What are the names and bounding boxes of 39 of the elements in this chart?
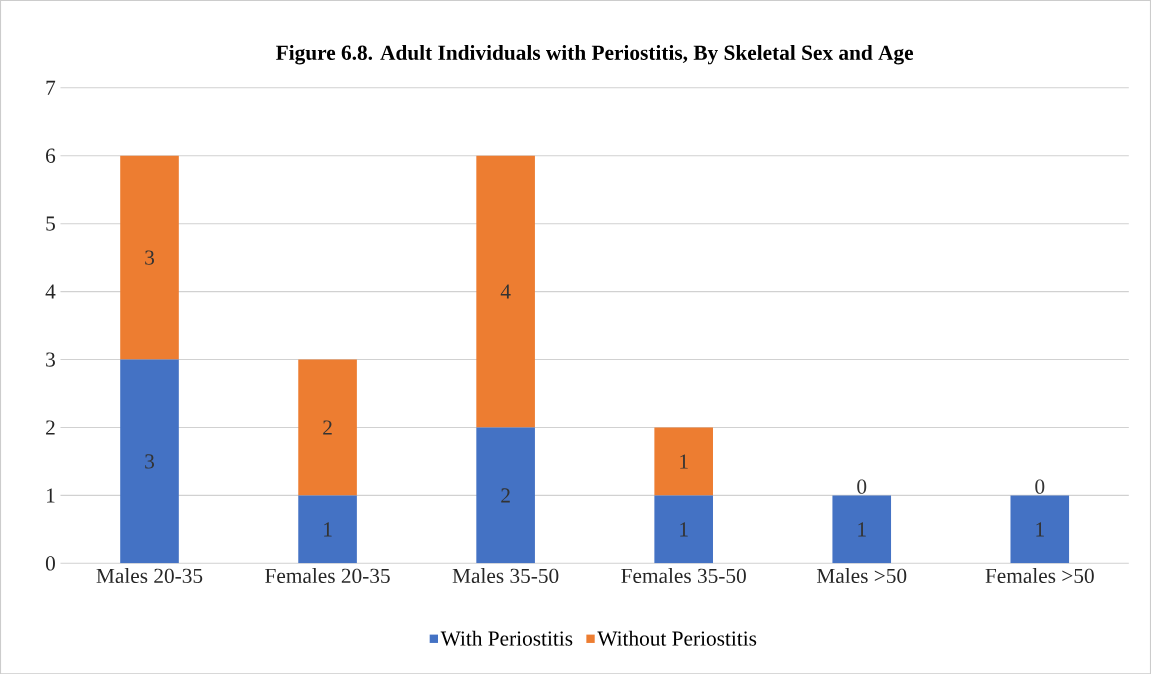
data-label: 4 [500, 284, 511, 299]
bar [476, 427, 535, 564]
data-label: 2 [323, 420, 332, 435]
y-tick-label: 4 [45, 284, 56, 299]
data-label: 3 [145, 454, 154, 469]
legend-label: With Periostitis [440, 630, 573, 646]
data-label: 0 [857, 479, 867, 494]
data-label: 1 [324, 522, 332, 537]
bar [298, 495, 357, 564]
legend-label: Without Periostitis [597, 630, 757, 646]
x-tick-label: Females >50 [985, 567, 1094, 583]
x-tick-label: Females 20-35 [265, 567, 390, 583]
chart-title: Figure 6.8. Adult Individuals with Periostitis, By Skeletal Sex and Age [276, 44, 914, 65]
y-tick-label: 5 [46, 216, 55, 231]
data-label: 1 [680, 522, 688, 537]
data-label: 1 [680, 454, 688, 469]
data-label: 2 [501, 488, 510, 503]
data-label: 1 [1036, 522, 1044, 537]
bar [832, 495, 892, 564]
y-tick-label: 6 [46, 148, 56, 163]
y-tick-label: 7 [46, 80, 56, 95]
bar [476, 155, 535, 428]
data-label: 3 [145, 250, 154, 265]
data-label: 0 [1035, 479, 1045, 494]
data-label: 1 [858, 522, 866, 537]
x-tick-label: Females 35-50 [621, 567, 746, 583]
bar [120, 359, 179, 564]
bar [654, 495, 713, 564]
y-tick-label: 1 [47, 488, 55, 503]
bar [120, 155, 179, 360]
x-tick-label: Males 20-35 [96, 567, 203, 583]
y-tick-label: 0 [45, 555, 55, 571]
y-tick-label: 2 [46, 420, 55, 435]
x-tick-label: Males 35-50 [452, 567, 559, 583]
bar [1010, 495, 1070, 564]
bar [654, 427, 713, 496]
bar [298, 359, 357, 496]
y-tick-label: 3 [46, 352, 55, 367]
x-tick-label: Males >50 [816, 567, 907, 583]
